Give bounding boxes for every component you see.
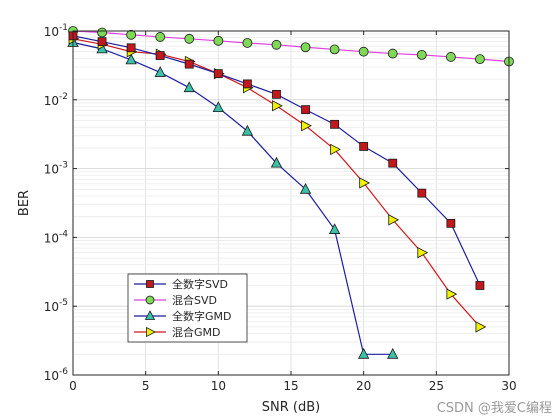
y-tick-label: 10-4 [44,229,69,245]
data-point [329,44,340,55]
data-point [359,177,371,189]
data-point [146,326,156,338]
data-point [475,321,487,333]
x-axis-label: SNR (dB) [262,400,320,415]
series-layer [67,26,514,359]
data-point [270,156,283,168]
legend-label: 全数字SVD [172,277,228,291]
data-point [271,39,282,50]
legend-item: 混合GMD [134,325,221,339]
legend: 全数字SVD 混合SVD 全数字GMD 混合GMD [127,273,248,343]
y-axis-label: BER [17,190,32,216]
x-tick-label: 15 [283,379,298,393]
data-point [126,29,137,40]
data-point [328,223,341,234]
x-tick-label: 10 [211,379,226,393]
series-2 [68,26,514,67]
data-point [144,310,156,320]
series-line [72,30,510,63]
watermark: CSDN @我爱C编程 [436,401,552,416]
legend-label: 全数字GMD [172,309,232,323]
data-point [387,48,398,59]
data-point [299,182,312,194]
x-tick-label: 30 [501,379,516,393]
legend-item: 全数字GMD [134,309,232,323]
data-point [155,32,166,42]
x-tick-label: 0 [69,379,77,393]
data-point [445,52,456,62]
legend-item: 全数字SVD [134,277,228,291]
data-point [330,119,340,129]
data-point [330,143,341,156]
data-point [155,51,165,60]
data-point [417,188,427,198]
y-tick-label: 10-1 [44,23,68,39]
x-tick-label: 5 [142,379,150,393]
data-point [272,89,281,99]
data-point [97,37,107,47]
legend-label: 混合SVD [172,293,217,307]
data-point [212,101,224,113]
data-point [387,347,399,359]
data-point [146,280,154,288]
data-point [475,54,485,65]
data-point [183,81,195,93]
y-tick-label: 10-5 [44,298,68,314]
data-point [272,100,283,112]
y-tick-label: 10-3 [44,161,68,177]
data-point [446,218,456,228]
y-tick-label: 10-2 [44,92,68,108]
data-point [241,124,254,136]
data-point [125,53,137,65]
data-point [300,42,311,53]
data-point [446,288,458,300]
data-point [242,79,252,89]
legend-item: 混合SVD [134,293,217,307]
data-point [242,38,253,48]
data-point [213,69,223,79]
legend-label: 混合GMD [172,325,221,339]
x-tick-label: 20 [356,379,371,393]
y-tick-label: 10-6 [44,367,69,383]
data-point [301,120,312,132]
data-point [388,214,400,226]
data-point [184,33,195,44]
x-tick-label: 25 [429,379,444,393]
data-point [416,49,427,60]
data-point [126,43,136,53]
data-point [359,142,369,151]
data-point [388,158,398,168]
data-point [213,35,224,46]
data-point [154,66,166,77]
data-point [97,27,107,38]
data-point [301,105,310,115]
data-point [358,347,370,359]
data-point [417,247,429,259]
axes: 0 5 10 15 20 25 30 10-6 10-5 10-4 10-3 10-2 10-1 [44,23,517,393]
data-point [358,46,369,57]
data-point [475,281,485,290]
data-point [184,59,194,69]
series-line [72,41,393,355]
data-point [145,295,155,305]
